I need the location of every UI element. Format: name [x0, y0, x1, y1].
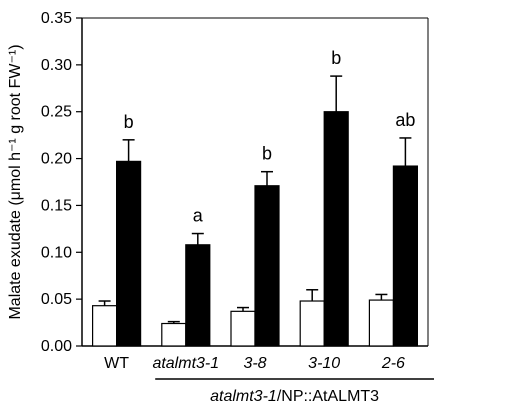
category-label: 3-8	[243, 355, 266, 372]
bar	[323, 111, 349, 347]
bar	[392, 165, 418, 347]
labels: 0.00 0.05 0.10 0.15 0.20 0.25 0.30 0.35 b WT a atal…	[41, 10, 416, 405]
bars	[91, 75, 418, 347]
y-tick-label: 0.30	[41, 57, 72, 74]
bar	[368, 299, 394, 347]
y-tick-label: 0.05	[41, 291, 72, 308]
significance-label: b	[331, 48, 341, 68]
y-tick-label: 0.10	[41, 244, 72, 261]
y-axis-title: Malate exudate (μmol h⁻¹ g root FW⁻¹)	[7, 44, 24, 319]
group-label: atalmt3-1/NP::AtALMT3	[210, 388, 379, 405]
significance-label: b	[124, 112, 134, 132]
y-tick-label: 0.00	[41, 338, 72, 355]
y-tick-label: 0.25	[41, 104, 72, 121]
y-axis-title-group: Malate exudate (μmol h⁻¹ g root FW⁻¹)	[7, 44, 24, 319]
bar	[254, 185, 280, 347]
bar	[115, 160, 142, 347]
y-tick-label: 0.20	[41, 151, 72, 168]
group-label-italic: atalmt3-1	[210, 388, 277, 405]
category-label: atalmt3-1	[152, 355, 219, 372]
bar	[91, 305, 118, 347]
category-label: 3-10	[308, 355, 340, 372]
bar	[299, 300, 325, 347]
bar	[161, 322, 187, 347]
significance-label: ab	[395, 110, 415, 130]
y-tick-label: 0.15	[41, 197, 72, 214]
category-label: 2-6	[381, 355, 405, 372]
significance-label: b	[262, 144, 272, 164]
category-label: WT	[104, 355, 129, 372]
bar	[185, 244, 211, 347]
group-label-rest: /NP::AtALMT3	[277, 388, 379, 405]
bar	[230, 310, 256, 347]
significance-label: a	[193, 206, 204, 226]
y-tick-label: 0.35	[41, 10, 72, 27]
